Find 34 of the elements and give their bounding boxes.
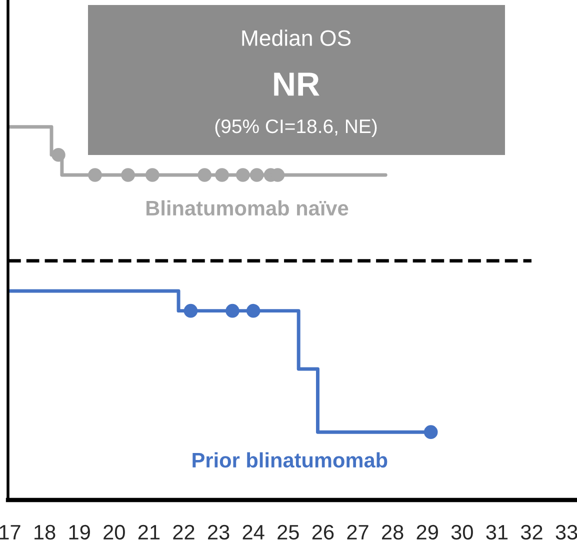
x-tick-label: 24 xyxy=(242,524,264,540)
x-tick-label: 19 xyxy=(69,524,90,540)
point xyxy=(184,304,198,318)
point xyxy=(424,425,438,439)
x-tick-label: 32 xyxy=(520,524,542,540)
point xyxy=(198,168,212,182)
x-tick-label: 28 xyxy=(382,524,404,540)
x-tick-label: 30 xyxy=(451,524,473,540)
text: NR xyxy=(274,72,320,96)
x-tick-label: 20 xyxy=(104,524,125,540)
x-tick-label: 22 xyxy=(173,524,194,540)
x-tick-label: 31 xyxy=(486,524,508,540)
series-label: Prior blinatumomab xyxy=(192,452,388,468)
point xyxy=(236,168,250,182)
point xyxy=(215,168,229,182)
x-tick-label: 29 xyxy=(416,524,438,540)
x-tick-label: 21 xyxy=(138,524,160,540)
x-tick-label: 26 xyxy=(312,524,334,540)
x-tick-label: 17 xyxy=(0,525,20,540)
text: Median OS xyxy=(242,30,351,46)
point xyxy=(88,168,102,182)
point xyxy=(226,304,240,318)
point xyxy=(250,168,264,182)
point xyxy=(121,168,135,182)
x-tick-label: 25 xyxy=(278,524,299,540)
x-tick-label: 23 xyxy=(208,524,230,540)
point xyxy=(146,168,160,182)
point xyxy=(246,304,260,318)
point xyxy=(52,148,66,162)
x-tick-label: 18 xyxy=(34,524,56,540)
x-tick-label: 33 xyxy=(556,524,577,540)
annotation: (95% CI=18.6, NE) xyxy=(215,118,377,138)
series-label: Blinatumomab naïve xyxy=(146,200,348,216)
x-tick-label: 27 xyxy=(347,524,368,540)
